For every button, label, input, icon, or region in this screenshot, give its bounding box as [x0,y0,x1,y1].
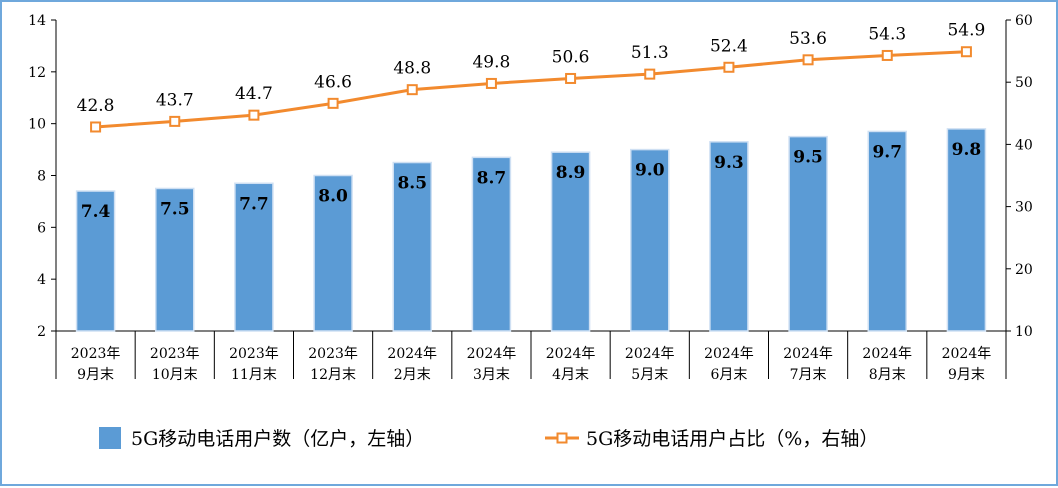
bar-value-label: 8.0 [318,187,348,207]
bar [392,161,432,332]
legend-line-label: 5G移动电话用户占比（%，右轴） [586,428,878,450]
line-point-marker [90,121,102,133]
bar-value-label: 7.7 [239,194,269,214]
bar [75,190,116,332]
line-point-marker [565,72,577,84]
axes: 2 4 6 8 10 12 14 10 20 30 40 50 60 2023年 9月末 2023年 10月末 2… [28,13,1033,383]
line-point-marker [248,109,260,121]
x-tick-label-line2: 9月末 [948,367,985,383]
left-tick-label: 2 [37,324,46,340]
line-value-label: 44.7 [235,84,273,104]
bar [709,141,749,332]
bar-value-label: 9.7 [872,142,902,162]
left-tick-label: 6 [37,220,46,236]
bar-value-label: 9.3 [714,153,744,173]
line-point-marker [406,84,418,96]
x-tick-label-line2: 6月末 [710,367,747,383]
right-tick-label: 50 [1015,75,1033,91]
left-tick-label: 14 [28,13,46,29]
bar-value-label: 7.4 [81,202,111,222]
bar-value-label: 8.7 [477,168,507,188]
line-point-marker [327,97,339,109]
bar [946,128,987,332]
data-labels: 7.4 7.5 7.7 8.0 8.5 8.7 8.9 9.0 9.3 9.5 9.7 9.8 42.8… [77,21,986,222]
share-line [95,50,967,129]
x-tick-label-line2: 4月末 [552,367,589,383]
x-tick-label-line2: 2月末 [394,367,431,383]
line-value-label: 52.4 [710,36,748,56]
line-point-marker [881,49,893,61]
line-value-label: 48.8 [393,59,431,79]
left-tick-label: 4 [37,272,46,288]
bar-value-label: 8.5 [397,174,427,194]
bar [550,151,591,332]
bar-value-label: 9.0 [635,161,665,181]
legend: 5G移动电话用户数（亿户，左轴） 5G移动电话用户占比（%，右轴） [99,427,878,450]
line-point-marker [644,68,656,80]
line-point-marker [485,77,497,89]
x-tick-label: 2023年 [229,346,279,362]
legend-bar-swatch [99,427,121,449]
legend-bar-label: 5G移动电话用户数（亿户，左轴） [131,428,424,450]
line-point-marker [960,46,972,58]
line-value-label: 43.7 [156,90,194,110]
x-tick-label-line2: 10月末 [152,367,198,383]
right-tick-label: 30 [1015,200,1033,216]
x-tick-label: 2024年 [387,346,437,362]
right-tick-label: 60 [1015,13,1033,29]
bar-value-label: 7.5 [160,199,190,219]
x-tick-label-line2: 11月末 [231,367,277,383]
x-tick-label-line2: 3月末 [473,367,510,383]
x-tick-label-line2: 8月末 [869,367,906,383]
left-tick-label: 8 [37,169,46,185]
line-value-label: 54.9 [947,21,985,41]
bar [313,174,353,332]
bar-value-label: 9.5 [793,148,823,168]
line-value-label: 50.6 [552,47,590,67]
bar [630,148,670,332]
x-tick-label: 2024年 [862,346,912,362]
x-tick-label: 2024年 [467,346,517,362]
x-tick-label-line2: 12月末 [310,367,356,383]
bar [788,135,828,332]
bar [867,130,907,332]
right-tick-label: 40 [1015,137,1033,153]
right-tick-label: 20 [1015,262,1033,278]
line-value-label: 46.6 [314,72,352,92]
bars [75,128,987,332]
x-tick-label: 2023年 [71,346,121,362]
x-tick-label: 2024年 [783,346,833,362]
x-tick-label: 2024年 [625,346,675,362]
x-tick-label: 2024年 [942,346,992,362]
left-tick-label: 10 [28,117,46,133]
line-value-label: 54.3 [868,24,906,44]
line-value-label: 42.8 [77,96,115,116]
line-value-label: 49.8 [472,52,510,72]
line-point-marker [802,54,814,66]
x-tick-label: 2023年 [150,346,200,362]
bar [155,187,195,332]
bar-value-label: 9.8 [952,140,982,160]
x-tick-label: 2024年 [546,346,596,362]
x-tick-label: 2024年 [704,346,754,362]
line-value-label: 53.6 [789,29,827,49]
bar [234,182,274,332]
x-tick-label-line2: 7月末 [790,367,827,383]
bar-value-label: 8.9 [556,163,586,183]
line-point-marker [169,115,181,127]
legend-line-marker [556,432,568,444]
left-tick-label: 12 [28,65,46,81]
right-tick-label: 10 [1015,324,1033,340]
line-value-label: 51.3 [631,43,669,63]
bar [471,156,512,332]
line-point-marker [723,61,735,73]
x-tick-label-line2: 5月末 [631,367,668,383]
line-series [90,46,972,133]
x-tick-label-line2: 9月末 [77,367,114,383]
x-tick-label: 2023年 [308,346,358,362]
